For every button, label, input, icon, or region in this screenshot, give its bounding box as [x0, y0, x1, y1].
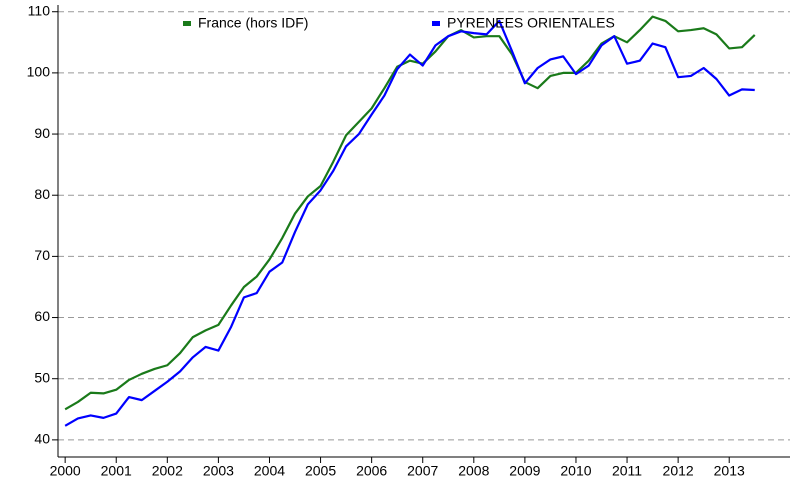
line [64, 19, 755, 427]
legend-label: PYRENEES ORIENTALES [447, 15, 615, 31]
x-tick-label: 2008 [458, 463, 489, 479]
x-tick-label: 2005 [305, 463, 336, 479]
x-tick-label: 2003 [203, 463, 234, 479]
line [64, 15, 756, 411]
x-tick-label: 2007 [407, 463, 438, 479]
x-tick-label: 2004 [254, 463, 285, 479]
x-tick-label: 2006 [356, 463, 387, 479]
legend-swatch [432, 21, 440, 26]
x-tick-label: 2013 [714, 463, 745, 479]
y-tick-label: 110 [28, 2, 51, 18]
x-tick-label: 2011 [612, 463, 642, 479]
y-tick-label: 70 [34, 247, 50, 263]
y-tick-label: 80 [34, 186, 50, 202]
legend-label: France (hors IDF) [198, 15, 308, 31]
x-tick-label: 2000 [50, 463, 81, 479]
x-tick-label: 2012 [663, 463, 694, 479]
legend-swatch [183, 21, 191, 26]
x-tick-label: 2010 [560, 463, 591, 479]
y-tick-label: 60 [34, 308, 50, 324]
x-tick-label: 2002 [152, 463, 183, 479]
x-tick-label: 2009 [509, 463, 540, 479]
x-tick-label: 2001 [101, 463, 132, 479]
y-tick-label: 90 [34, 125, 50, 141]
y-tick-label: 50 [34, 369, 50, 385]
y-tick-label: 40 [34, 431, 50, 447]
y-tick-label: 100 [27, 64, 51, 80]
